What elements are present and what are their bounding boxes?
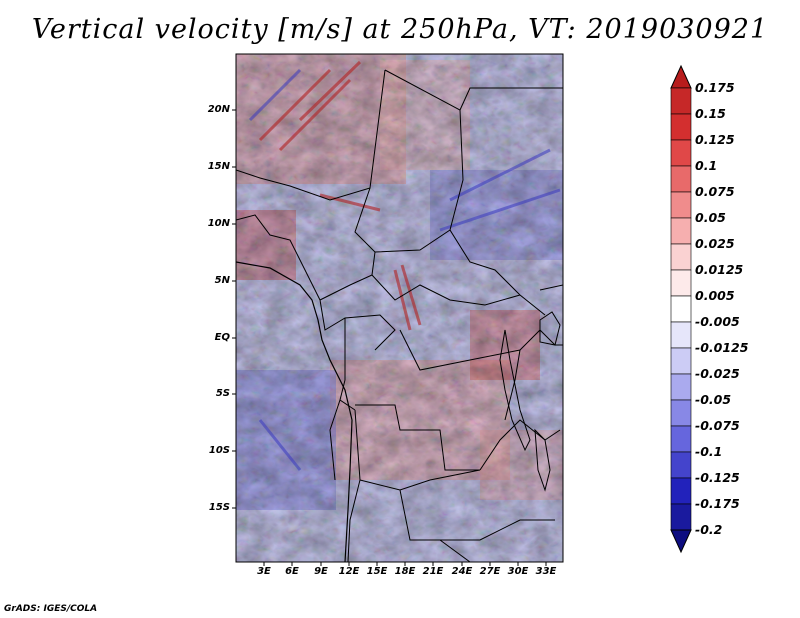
lat-tick-label: EQ <box>214 332 230 343</box>
colorbar-label: -0.075 <box>695 418 740 433</box>
map-frame <box>235 53 564 563</box>
lon-tick-label: 33E <box>535 566 557 577</box>
lon-tick-label: 18E <box>394 566 416 577</box>
colorbar-label: -0.125 <box>695 470 740 485</box>
country-borders <box>236 69 563 562</box>
colorbar-segment <box>670 477 692 505</box>
colorbar-segment <box>670 425 692 453</box>
axis-ticks <box>232 109 547 566</box>
vertical-velocity-field <box>236 54 563 562</box>
colorbar-segment <box>670 87 692 115</box>
lat-tick-label: 15N <box>207 161 230 172</box>
colorbar-label: -0.005 <box>695 314 740 329</box>
lat-tick-label: 15S <box>208 502 230 513</box>
lon-tick-label: 6E <box>285 566 299 577</box>
map-title: Vertical velocity [m/s] at 250hPa, VT: 2… <box>31 14 769 45</box>
colorbar-segment <box>670 191 692 219</box>
colorbar-segment <box>670 139 692 167</box>
colorbar-segment <box>670 503 692 531</box>
lon-tick-label: 9E <box>314 566 328 577</box>
lat-tick-label: 20N <box>207 104 230 115</box>
colorbar-bottom-arrow <box>670 529 692 554</box>
colorbar-segment <box>670 113 692 141</box>
atlantic-coastline <box>236 261 353 562</box>
lake-malawi <box>534 428 551 492</box>
colorbar-label: 0.025 <box>695 236 735 251</box>
colorbar-label: -0.175 <box>695 496 740 511</box>
colorbar-label: 0.175 <box>695 80 735 95</box>
colorbar-top-arrow <box>670 64 692 89</box>
colorbar-label: -0.025 <box>695 366 740 381</box>
lake-tanganyika <box>499 329 531 452</box>
colorbar-segment <box>670 217 692 245</box>
lon-tick-label: 15E <box>366 566 388 577</box>
colorbar-label: 0.1 <box>695 158 718 173</box>
colorbar-segment <box>670 451 692 479</box>
lat-tick-label: 5S <box>215 388 230 399</box>
colorbar-label: -0.1 <box>695 444 723 459</box>
lon-tick-label: 30E <box>507 566 529 577</box>
colorbar-segment <box>670 165 692 193</box>
colorbar-segment <box>670 373 692 401</box>
lon-tick-label: 21E <box>422 566 444 577</box>
grads-credit: GrADS: IGES/COLA <box>4 604 98 614</box>
colorbar-label: -0.05 <box>695 392 732 407</box>
colorbar <box>670 64 692 554</box>
colorbar-label: -0.0125 <box>695 340 749 355</box>
colorbar-label: 0.15 <box>695 106 726 121</box>
colorbar-label: -0.2 <box>695 522 723 537</box>
colorbar-segment <box>670 295 692 323</box>
lon-tick-label: 3E <box>257 566 271 577</box>
lat-tick-label: 5N <box>214 275 230 286</box>
colorbar-label: 0.075 <box>695 184 735 199</box>
lat-tick-label: 10N <box>207 218 230 229</box>
colorbar-segment <box>670 269 692 297</box>
lon-tick-label: 27E <box>479 566 501 577</box>
lat-tick-label: 10S <box>208 445 230 456</box>
lake-victoria <box>539 311 561 346</box>
colorbar-segment <box>670 243 692 271</box>
colorbar-segment <box>670 321 692 349</box>
colorbar-label: 0.05 <box>695 210 726 225</box>
colorbar-segment <box>670 347 692 375</box>
colorbar-label: 0.125 <box>695 132 735 147</box>
lon-tick-label: 24E <box>451 566 473 577</box>
colorbar-label: 0.005 <box>695 288 735 303</box>
colorbar-segment <box>670 399 692 427</box>
colorbar-label: 0.0125 <box>695 262 744 277</box>
lon-tick-label: 12E <box>338 566 360 577</box>
